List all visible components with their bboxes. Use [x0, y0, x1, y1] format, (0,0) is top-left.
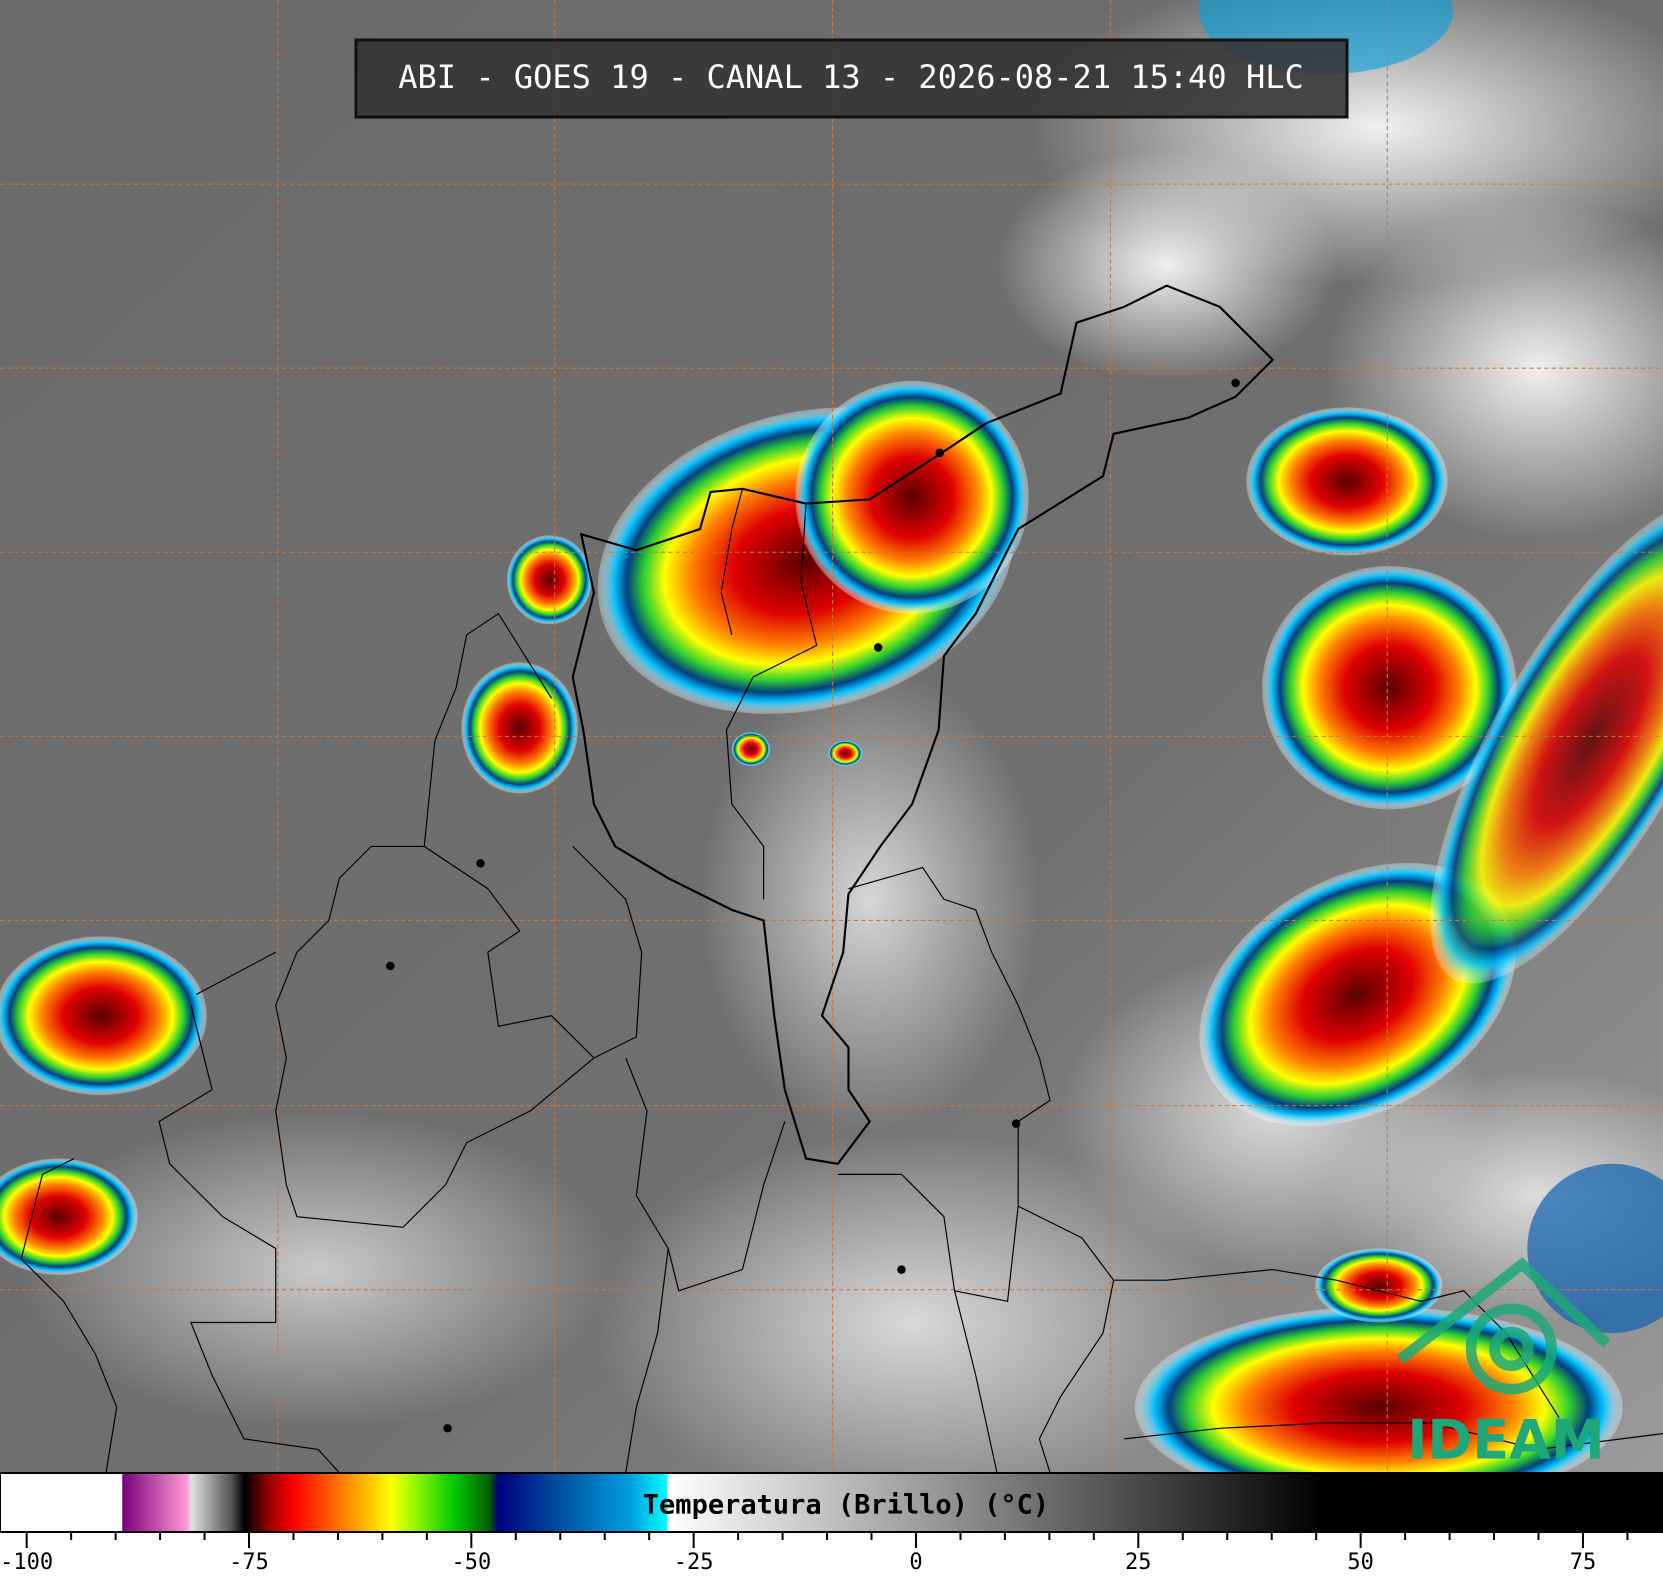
colorbar-gradient	[0, 1472, 1663, 1533]
tick-label: -75	[229, 1550, 269, 1575]
tick-label: -100	[0, 1550, 53, 1575]
tick-label: -50	[451, 1550, 491, 1575]
logo-text: IDEAM	[1407, 1409, 1604, 1472]
map-content	[0, 0, 1663, 1473]
satellite-map: ABI - GOES 19 - CANAL 13 - 2026-08-21 15…	[0, 0, 1663, 1473]
tick-label: 50	[1347, 1550, 1374, 1575]
ideam-logo	[1396, 1257, 1611, 1395]
colorbar-label: Temperatura (Brillo) (°C)	[643, 1490, 1049, 1521]
graticule	[0, 0, 1663, 1473]
cities	[386, 378, 1240, 1433]
borders	[20, 284, 1663, 1473]
title-box	[354, 38, 1349, 119]
tick-label: 25	[1125, 1550, 1152, 1575]
tick-label: 0	[909, 1550, 922, 1575]
tick-label: 75	[1570, 1550, 1597, 1575]
colorbar: Temperatura (Brillo) (°C) -100 -75 -50 -25 0…	[0, 1472, 1663, 1575]
tick-label: -25	[674, 1550, 714, 1575]
map-title: ABI - GOES 19 - CANAL 13 - 2026-08-21 15…	[398, 58, 1303, 96]
storm-cells	[0, 380, 1663, 1473]
